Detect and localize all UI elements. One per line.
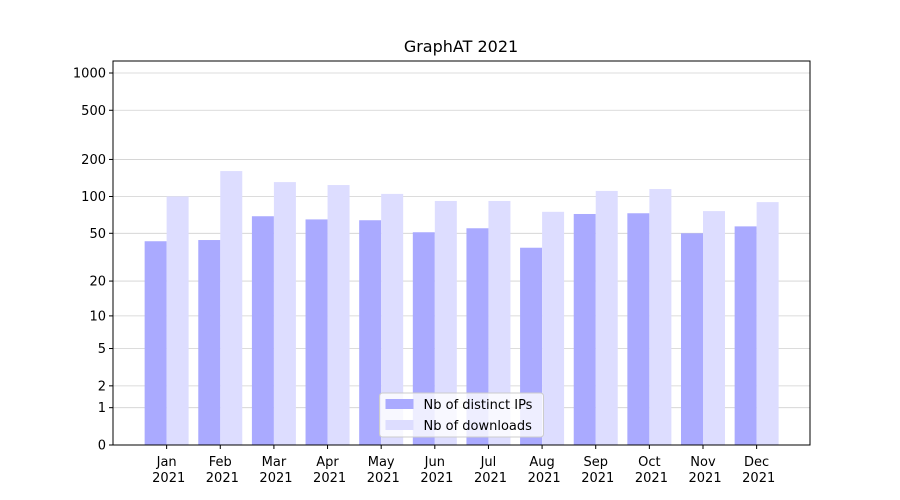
bar xyxy=(412,232,435,445)
bar xyxy=(542,211,565,445)
legend-box xyxy=(379,392,544,438)
bar xyxy=(756,202,779,445)
y-tick-label: 1000 xyxy=(73,67,106,82)
bar xyxy=(595,190,618,445)
y-tick-label: 500 xyxy=(81,104,106,119)
bar xyxy=(573,213,596,445)
chart-title: GraphAT 2021 xyxy=(404,37,518,56)
x-tick-label: May 2021 xyxy=(363,455,400,486)
x-tick-label: Jul 2021 xyxy=(470,455,507,486)
legend-label: Nb of distinct IPs xyxy=(424,398,533,413)
bar xyxy=(273,182,296,445)
bar xyxy=(434,200,457,445)
bar xyxy=(649,189,672,445)
x-tick-label: Aug 2021 xyxy=(523,455,560,486)
y-tick-label: 1 xyxy=(98,401,106,416)
x-tick-label: Oct 2021 xyxy=(631,455,668,486)
bar xyxy=(702,211,725,445)
x-tick-label: Jun 2021 xyxy=(416,455,453,486)
x-tick-label: Mar 2021 xyxy=(255,455,292,486)
bar xyxy=(734,226,757,445)
y-tick-label: 0 xyxy=(98,439,106,454)
bar xyxy=(144,241,167,445)
bar xyxy=(381,193,404,445)
x-tick-label: Feb 2021 xyxy=(202,455,239,486)
y-tick-label: 20 xyxy=(89,275,106,290)
bar xyxy=(627,213,650,445)
y-tick-label: 50 xyxy=(89,227,106,242)
bar xyxy=(680,233,703,445)
bar xyxy=(466,228,489,445)
bar xyxy=(327,185,350,445)
bar xyxy=(305,219,328,445)
bar xyxy=(220,171,243,446)
bar xyxy=(198,240,221,445)
y-tick-label: 2 xyxy=(98,379,106,394)
x-tick-label: Dec 2021 xyxy=(738,455,775,486)
y-tick-label: 100 xyxy=(81,190,106,205)
bar xyxy=(359,220,382,445)
plot-frame xyxy=(112,60,811,446)
x-tick-label: Sep 2021 xyxy=(577,455,614,486)
y-tick-label: 10 xyxy=(89,309,106,324)
y-tick-label: 5 xyxy=(98,342,106,357)
bar xyxy=(166,196,189,445)
y-tick-label: 200 xyxy=(81,153,106,168)
legend-swatch xyxy=(385,420,414,430)
bar xyxy=(488,200,511,445)
bar xyxy=(251,216,274,445)
legend-label: Nb of downloads xyxy=(424,419,533,434)
x-tick-label: Jan 2021 xyxy=(148,455,185,486)
x-tick-label: Nov 2021 xyxy=(684,455,721,486)
legend-swatch xyxy=(385,399,414,409)
x-tick-label: Apr 2021 xyxy=(309,455,346,486)
